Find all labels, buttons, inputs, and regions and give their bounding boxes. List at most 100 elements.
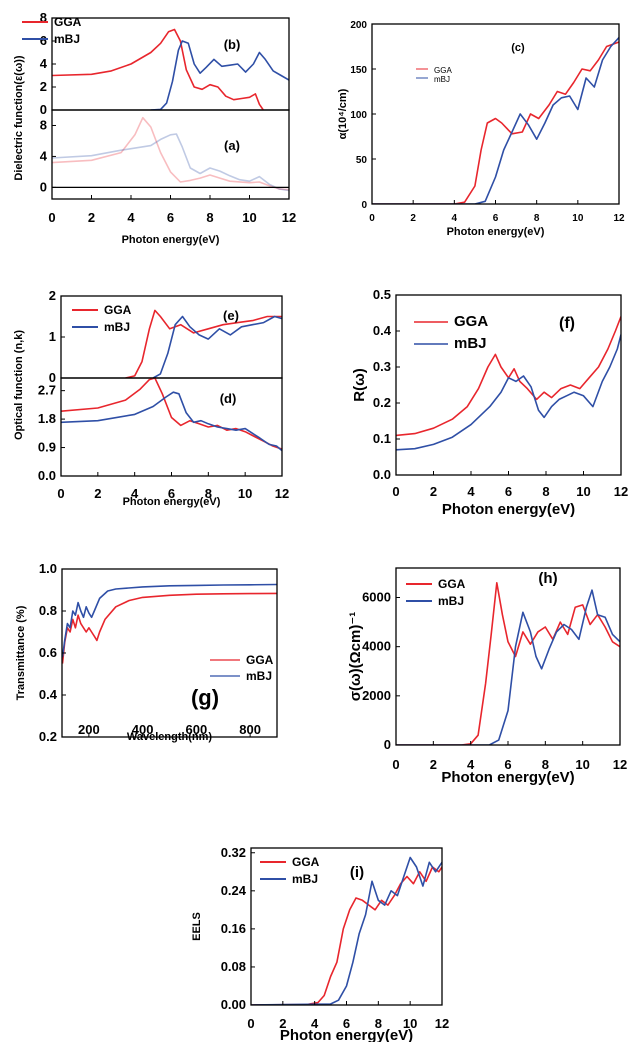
- x-tick-label: 2: [430, 757, 437, 772]
- chart-panel-e: 0 1 2 (e) GGA mBJ: [49, 288, 283, 385]
- x-tick-label: 400: [132, 722, 154, 737]
- y-tick-label: 0: [40, 102, 47, 117]
- legend-label-mbj: mBJ: [438, 594, 464, 608]
- y-tick-label: 1: [49, 329, 56, 344]
- x-tick-label: 10: [403, 1016, 417, 1031]
- y-axis-label: σ(ω)(Ωcm)⁻¹: [347, 612, 364, 702]
- y-tick-label: 50: [356, 155, 368, 166]
- y-tick-label: 0.00: [221, 997, 246, 1012]
- legend: GGA mBJ: [210, 653, 274, 683]
- legend-label-mbj: mBJ: [246, 669, 272, 683]
- x-axis-label: Photon energy(eV): [123, 496, 221, 508]
- series-line-mbj-i: [251, 856, 442, 1005]
- y-tick-label: 2: [49, 288, 56, 303]
- legend-label-mbj: mBJ: [434, 75, 450, 84]
- legend: GGA mBJ: [22, 15, 82, 46]
- panel-label: (g): [191, 685, 219, 710]
- x-tick-label: 800: [239, 722, 261, 737]
- x-tick-label: 10: [238, 486, 252, 501]
- x-tick-label: 4: [311, 1016, 319, 1031]
- y-tick-label: 8: [40, 117, 47, 132]
- legend-label-mbj: mBJ: [292, 872, 318, 886]
- panel-label: (f): [559, 315, 575, 332]
- legend-label-gga: GGA: [434, 66, 452, 75]
- y-axis-label: Dielectric function(ε(ω)): [13, 55, 25, 180]
- x-tick-label: 2: [279, 1016, 286, 1031]
- x-tick-label: 200: [78, 722, 100, 737]
- y-tick-label: 0.1: [373, 431, 391, 446]
- y-tick-label: 0.6: [39, 645, 57, 660]
- x-tick-label: 0: [392, 484, 399, 499]
- series-line-gga-a: [52, 116, 289, 191]
- legend-label-gga: GGA: [246, 653, 274, 667]
- plot-frame: [51, 109, 290, 200]
- y-tick-label: 1.0: [39, 561, 57, 576]
- x-axis-label: Photon energy(eV): [441, 769, 574, 786]
- panel-label: (d): [220, 391, 237, 406]
- x-tick-label: 8: [375, 1016, 382, 1031]
- x-tick-label: 600: [186, 722, 208, 737]
- y-axis-label: EELS: [191, 912, 203, 941]
- x-tick-label: 12: [275, 486, 289, 501]
- x-tick-label: 6: [343, 1016, 350, 1031]
- legend-label-gga: GGA: [454, 313, 488, 330]
- x-tick-label: 2: [88, 210, 95, 225]
- x-axis-label: Wavelength(nm): [127, 731, 212, 743]
- series-line-mbj-e: [152, 315, 282, 378]
- x-tick-label: 2: [94, 486, 101, 501]
- panel-label: (h): [538, 570, 557, 587]
- chart-panel-f: 0.0 0.1 0.2 0.3 0.4 0.5 0 2 4 6 8 10 12 Photon energy…: [351, 287, 628, 518]
- panel-label: (e): [223, 308, 239, 323]
- y-tick-label: 0.4: [39, 687, 58, 702]
- x-tick-label: 8: [206, 210, 213, 225]
- y-tick-label: 1.8: [38, 411, 56, 426]
- y-tick-label: 2: [40, 79, 47, 94]
- y-tick-label: 4: [40, 148, 48, 163]
- x-tick-label: 2: [410, 213, 416, 224]
- chart-panel-c: 0 50 100 150 200 0 2 4 6 8 10 12 Photon energy(eV) α(…: [337, 20, 625, 238]
- legend-label-mbj: mBJ: [54, 32, 80, 46]
- chart-panel-h: 0 2000 4000 6000 0 2 4 6 8 10 12 Photon energy(eV) σ…: [347, 567, 627, 786]
- x-tick-label: 12: [613, 757, 627, 772]
- legend-label-gga: GGA: [438, 577, 466, 591]
- legend-label-gga: GGA: [54, 15, 82, 29]
- series-line-mbj-a: [52, 133, 289, 192]
- y-tick-label: 0: [40, 179, 47, 194]
- chart-panel-b: 0 2 4 6 8 (b) GGA mBJ: [22, 10, 290, 117]
- y-tick-label: 0.9: [38, 440, 56, 455]
- x-tick-label: 8: [542, 757, 549, 772]
- x-tick-label: 0: [57, 486, 64, 501]
- legend: GGA mBJ: [406, 577, 466, 608]
- x-tick-label: 0: [392, 757, 399, 772]
- panel-label: (b): [224, 37, 241, 52]
- x-tick-label: 12: [614, 484, 628, 499]
- legend: GGA mBJ: [414, 313, 488, 352]
- y-tick-label: 4000: [362, 639, 391, 654]
- y-tick-label: 150: [350, 65, 367, 76]
- x-tick-label: 4: [127, 210, 135, 225]
- series-line-gga-h: [396, 582, 620, 745]
- y-tick-label: 0.08: [221, 959, 246, 974]
- series-line-mbj-b: [150, 40, 289, 110]
- y-tick-label: 6000: [362, 590, 391, 605]
- x-tick-label: 10: [242, 210, 256, 225]
- series-line-mbj-g: [62, 583, 277, 658]
- x-tick-label: 4: [467, 484, 475, 499]
- panel-label: (i): [350, 864, 364, 881]
- x-tick-label: 2: [430, 484, 437, 499]
- y-tick-label: 0.5: [373, 287, 391, 302]
- x-axis-label: Photon energy(eV): [442, 501, 575, 518]
- legend-label-mbj: mBJ: [454, 335, 487, 352]
- y-tick-label: 0.16: [221, 921, 246, 936]
- legend-label-gga: GGA: [292, 855, 320, 869]
- x-tick-label: 12: [435, 1016, 449, 1031]
- x-tick-label: 10: [576, 484, 590, 499]
- series-line-gga-d: [61, 378, 282, 450]
- y-tick-label: 0.8: [39, 603, 57, 618]
- x-tick-label: 12: [282, 210, 296, 225]
- x-tick-label: 8: [205, 486, 212, 501]
- y-tick-label: 200: [350, 20, 367, 31]
